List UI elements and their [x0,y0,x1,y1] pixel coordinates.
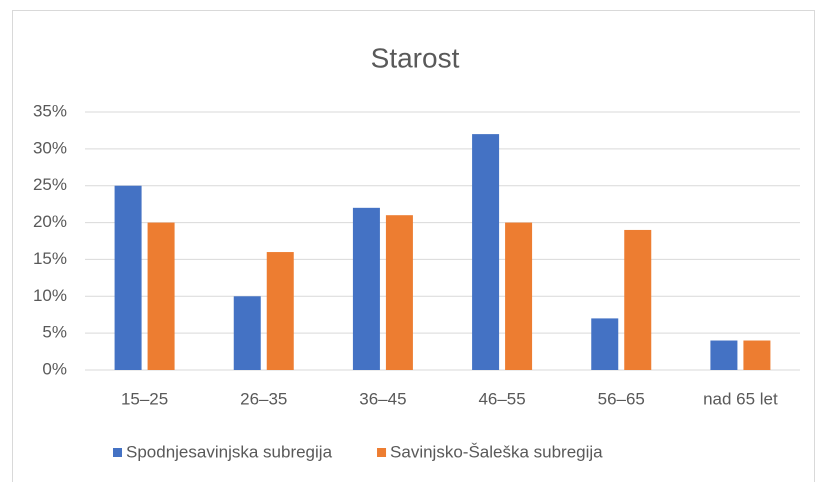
x-tick-label: 26–35 [240,389,287,408]
bar [505,222,533,370]
x-tick-label: 15–25 [121,389,168,408]
x-tick-label: 36–45 [359,389,406,408]
y-tick-label: 5% [42,323,67,342]
y-tick-label: 15% [33,249,67,268]
bar [266,252,294,370]
bar [743,340,771,370]
legend-label: Spodnjesavinjska subregija [126,442,333,461]
bar [147,222,175,370]
bar [114,185,142,370]
bar [624,229,652,370]
bar [352,207,380,370]
y-tick-label: 0% [42,359,67,378]
bar [385,215,413,370]
y-tick-label: 30% [33,138,67,157]
bar [472,134,500,370]
bar [710,340,738,370]
bar [591,318,619,370]
y-tick-label: 35% [33,101,67,120]
legend-swatch [113,448,122,457]
y-tick-label: 10% [33,286,67,305]
legend-label: Savinjsko-Šaleška subregija [390,442,603,461]
x-tick-label: 56–65 [598,389,645,408]
y-tick-label: 20% [33,212,67,231]
x-tick-label: nad 65 let [703,389,778,408]
chart-title: Starost [371,42,460,73]
y-tick-label: 25% [33,175,67,194]
legend-swatch [377,448,387,457]
x-tick-label: 46–55 [478,389,525,408]
bar [233,296,261,370]
